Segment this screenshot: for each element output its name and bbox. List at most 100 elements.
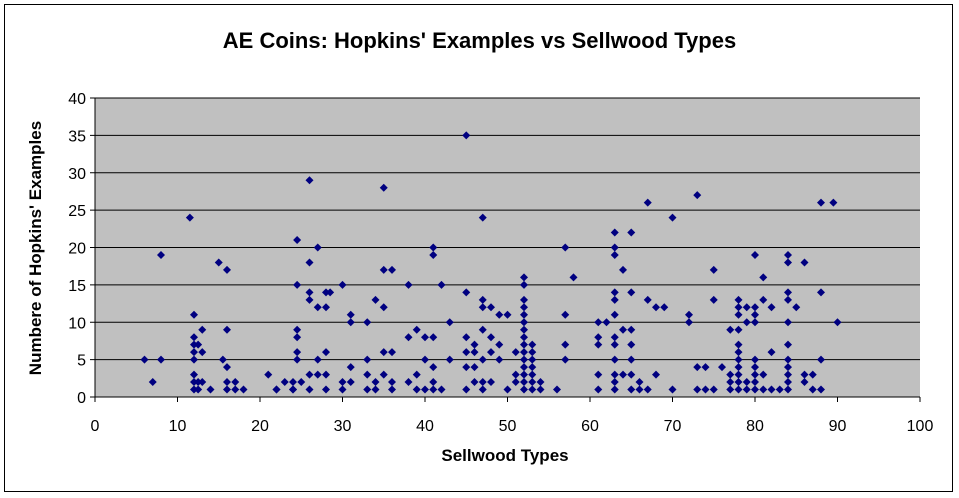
data-point <box>685 310 693 319</box>
data-point <box>421 385 429 394</box>
data-point <box>305 288 314 297</box>
data-point <box>817 385 825 394</box>
data-point <box>487 378 495 387</box>
data-point <box>293 280 302 289</box>
data-point <box>800 258 809 267</box>
data-point <box>784 363 792 372</box>
data-point <box>346 318 355 327</box>
data-point <box>668 213 677 222</box>
data-point <box>190 333 198 342</box>
data-point <box>445 355 454 364</box>
data-point <box>272 385 281 394</box>
data-point <box>784 378 792 387</box>
data-point <box>668 385 677 394</box>
y-tick-label: 30 <box>68 166 86 183</box>
data-point <box>379 183 388 192</box>
y-tick-label: 15 <box>68 278 86 295</box>
data-point <box>223 363 231 372</box>
data-point <box>412 325 421 334</box>
data-point <box>685 318 693 327</box>
data-point <box>528 385 537 394</box>
data-point <box>379 265 388 274</box>
data-point <box>734 303 743 312</box>
data-point <box>404 378 413 387</box>
x-tick-label: 90 <box>829 418 847 435</box>
data-point <box>388 348 396 357</box>
data-point <box>784 258 792 267</box>
data-point <box>462 385 471 394</box>
data-point <box>313 243 322 252</box>
y-tick-label: 0 <box>77 390 86 407</box>
data-point <box>487 348 495 357</box>
data-point <box>520 325 528 334</box>
axes <box>90 97 921 402</box>
data-point <box>561 340 570 349</box>
data-point <box>421 333 429 342</box>
data-point <box>775 385 784 394</box>
data-point <box>404 333 413 342</box>
data-point <box>346 378 355 387</box>
data-point <box>520 303 528 312</box>
data-point <box>635 378 644 387</box>
data-point <box>346 310 355 319</box>
data-point <box>751 310 759 319</box>
data-point <box>734 310 743 319</box>
data-point <box>619 325 627 334</box>
x-tick-label: 30 <box>334 418 352 435</box>
data-point <box>223 378 231 387</box>
data-point <box>800 370 809 379</box>
data-point <box>503 385 512 394</box>
data-point <box>610 243 619 252</box>
data-point <box>610 385 619 394</box>
data-point <box>462 333 471 342</box>
data-point <box>619 370 627 379</box>
data-point <box>751 385 759 394</box>
data-point <box>742 303 751 312</box>
data-point <box>148 378 157 387</box>
data-point <box>520 295 528 304</box>
data-point <box>305 258 314 267</box>
data-point <box>495 310 504 319</box>
data-point <box>693 363 702 372</box>
data-point <box>379 303 388 312</box>
data-point <box>190 378 198 387</box>
data-point <box>313 303 322 312</box>
data-point <box>709 295 718 304</box>
data-point <box>833 318 842 327</box>
data-point <box>610 288 619 297</box>
data-point <box>223 325 231 334</box>
y-tick-label: 25 <box>68 203 86 220</box>
data-point <box>627 228 636 237</box>
data-point <box>363 355 372 364</box>
data-point <box>726 378 735 387</box>
data-point <box>239 385 248 394</box>
data-point <box>462 131 471 140</box>
data-point <box>627 385 636 394</box>
data-point <box>470 378 479 387</box>
data-point <box>404 280 413 289</box>
data-point <box>594 333 603 342</box>
data-point <box>487 333 495 342</box>
data-point <box>478 325 487 334</box>
data-point <box>520 378 528 387</box>
data-point <box>379 370 388 379</box>
data-markers <box>140 131 842 394</box>
data-point <box>305 295 314 304</box>
data-point <box>190 310 198 319</box>
data-point <box>594 340 603 349</box>
data-point <box>652 370 660 379</box>
data-point <box>429 243 438 252</box>
data-point <box>817 198 825 207</box>
data-point <box>610 310 619 319</box>
data-point <box>817 288 825 297</box>
data-point <box>610 333 619 342</box>
data-point <box>520 310 528 319</box>
data-point <box>751 303 759 312</box>
data-point <box>223 265 231 274</box>
data-point <box>643 198 652 207</box>
data-point <box>218 355 227 364</box>
data-point <box>388 378 396 387</box>
data-point <box>726 325 735 334</box>
data-point <box>194 378 203 387</box>
